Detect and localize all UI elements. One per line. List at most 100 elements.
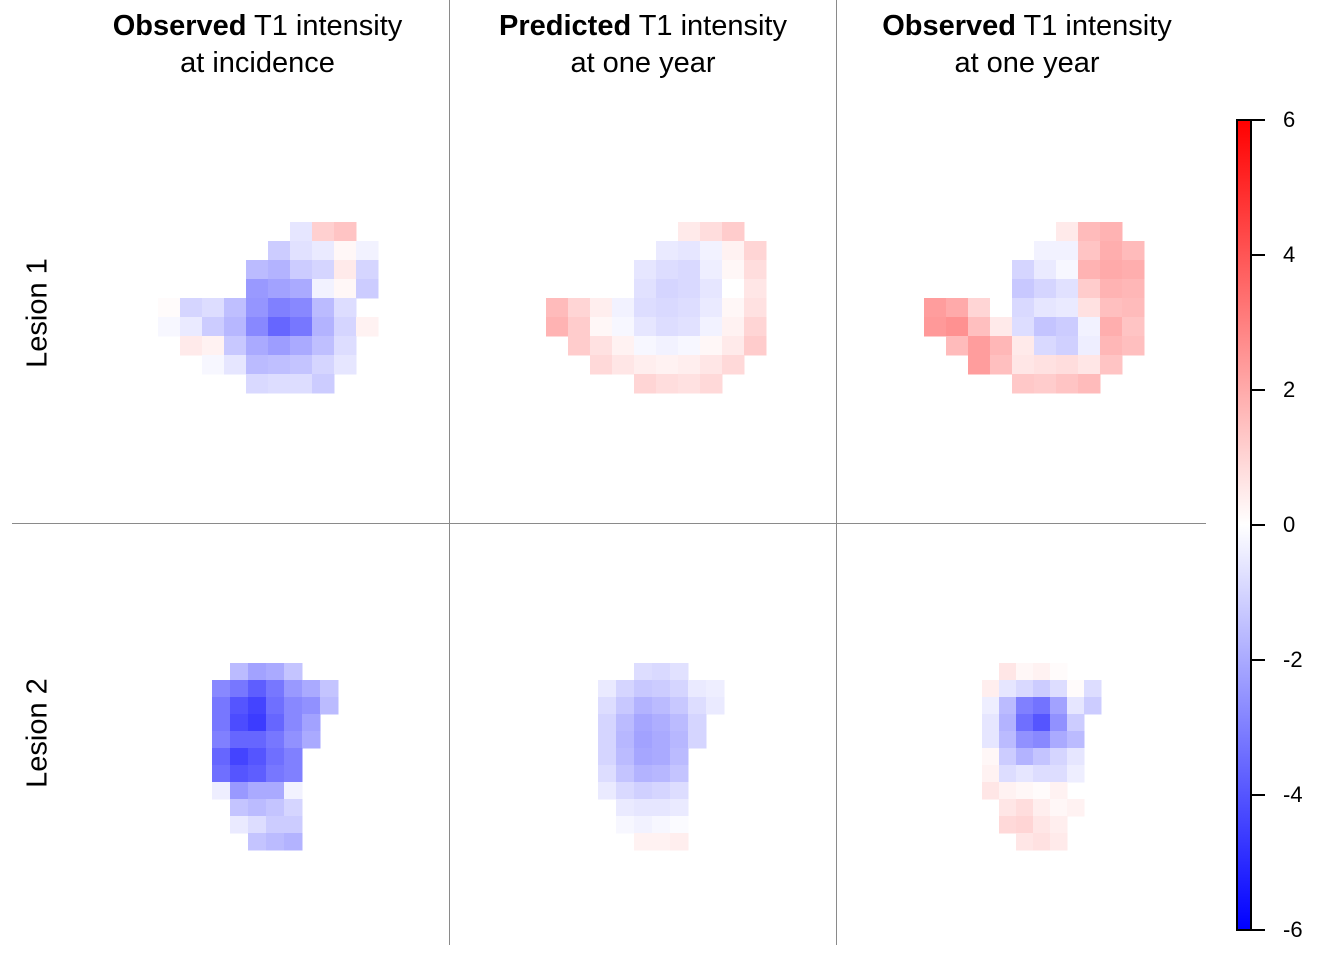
heatmap-cell xyxy=(590,355,613,375)
column-header-line2: at incidence xyxy=(180,47,335,79)
heatmap-cell xyxy=(230,782,249,800)
heatmap-cell xyxy=(246,298,269,318)
heatmap-cell xyxy=(1050,680,1068,698)
heatmap-cell xyxy=(266,663,285,681)
column-header-bold: Predicted xyxy=(499,10,632,42)
heatmap-cell xyxy=(670,663,689,681)
heatmap-cell xyxy=(700,374,723,394)
heatmap-cell xyxy=(1016,714,1034,732)
heatmap-cell xyxy=(700,336,723,356)
heatmap-cell xyxy=(1122,298,1145,318)
heatmap-cell xyxy=(1100,279,1123,299)
heatmap-cell xyxy=(688,731,707,749)
colorbar-tick-label: 6 xyxy=(1283,107,1296,132)
heatmap-cell xyxy=(248,816,267,834)
heatmap-cell xyxy=(999,799,1017,817)
heatmap-cell xyxy=(678,260,701,280)
heatmap-cell xyxy=(670,765,689,783)
heatmap-cell xyxy=(1033,782,1051,800)
heatmap-cell xyxy=(212,731,231,749)
heatmap-cell xyxy=(202,298,225,318)
heatmap-cell xyxy=(1016,697,1034,715)
heatmap-cell xyxy=(246,336,269,356)
heatmap-cell xyxy=(1012,260,1035,280)
heatmap-cell xyxy=(722,355,745,375)
heatmap-panel-1 xyxy=(158,222,379,394)
heatmap-cell xyxy=(1050,748,1068,766)
heatmap-cell xyxy=(1078,374,1101,394)
heatmap-cell xyxy=(700,222,723,242)
heatmap-cell xyxy=(180,336,203,356)
heatmap-cell xyxy=(999,782,1017,800)
heatmap-cell xyxy=(722,260,745,280)
heatmap-cell xyxy=(1100,317,1123,337)
heatmap-cell xyxy=(616,765,635,783)
heatmap-cell xyxy=(246,374,269,394)
heatmap-cell xyxy=(590,336,613,356)
heatmap-cell xyxy=(224,317,247,337)
column-header-3: Observed T1 intensity at one year xyxy=(834,8,1220,82)
panel-divider-vertical-1 xyxy=(449,0,450,945)
heatmap-cell xyxy=(230,748,249,766)
heatmap-cell xyxy=(1100,241,1123,261)
colorbar-tick-label: 2 xyxy=(1283,377,1296,402)
heatmap-cell xyxy=(268,298,291,318)
heatmap-cell xyxy=(700,279,723,299)
heatmap-cell xyxy=(1016,782,1034,800)
heatmap-cell xyxy=(634,697,653,715)
heatmap-cell xyxy=(1016,765,1034,783)
heatmap-cell xyxy=(1033,748,1051,766)
heatmap-cell xyxy=(1034,241,1057,261)
heatmap-cell xyxy=(158,298,181,318)
heatmap-cell xyxy=(312,241,335,261)
column-header-2: Predicted T1 intensity at one year xyxy=(448,8,838,82)
heatmap-cell xyxy=(266,680,285,698)
heatmap-cell xyxy=(634,816,653,834)
heatmap-cell xyxy=(1016,663,1034,681)
heatmap-cell xyxy=(334,317,357,337)
heatmap-cell xyxy=(266,731,285,749)
heatmap-cell xyxy=(670,748,689,766)
heatmap-cell xyxy=(634,833,653,851)
heatmap-cell xyxy=(246,260,269,280)
heatmap-cell xyxy=(656,336,679,356)
heatmap-cell xyxy=(590,317,613,337)
heatmap-cell xyxy=(1050,799,1068,817)
heatmap-cell xyxy=(678,241,701,261)
heatmap-cell xyxy=(652,782,671,800)
heatmap-cell xyxy=(1033,714,1051,732)
heatmap-cell xyxy=(334,355,357,375)
colorbar-tick-label: 4 xyxy=(1283,242,1296,267)
heatmap-cell xyxy=(268,336,291,356)
heatmap-cell xyxy=(652,663,671,681)
heatmap-cell xyxy=(1078,355,1101,375)
heatmap-cell xyxy=(982,697,1000,715)
heatmap-cell xyxy=(678,298,701,318)
heatmap-cell xyxy=(634,355,657,375)
heatmap-cell xyxy=(1016,816,1034,834)
heatmap-cell xyxy=(616,731,635,749)
colorbar xyxy=(1236,119,1252,931)
heatmap-cell xyxy=(568,298,591,318)
heatmap-cell xyxy=(212,714,231,732)
heatmap-cell xyxy=(312,336,335,356)
heatmap-cell xyxy=(616,697,635,715)
heatmap-cell xyxy=(652,680,671,698)
heatmap-cell xyxy=(202,317,225,337)
heatmap-cell xyxy=(744,260,767,280)
heatmap-cell xyxy=(1034,355,1057,375)
heatmap-cell xyxy=(248,697,267,715)
heatmap-cell xyxy=(634,799,653,817)
heatmap-cell xyxy=(1016,731,1034,749)
heatmap-cell xyxy=(968,317,991,337)
heatmap-cell xyxy=(700,241,723,261)
heatmap-cell xyxy=(1050,765,1068,783)
heatmap-cell xyxy=(616,816,635,834)
heatmap-cell xyxy=(230,799,249,817)
column-header-rest: T1 intensity xyxy=(1015,10,1172,42)
heatmap-cell xyxy=(1050,663,1068,681)
heatmap-cell xyxy=(212,765,231,783)
heatmap-cell xyxy=(598,731,617,749)
heatmap-cell xyxy=(990,336,1013,356)
heatmap-cell xyxy=(246,355,269,375)
